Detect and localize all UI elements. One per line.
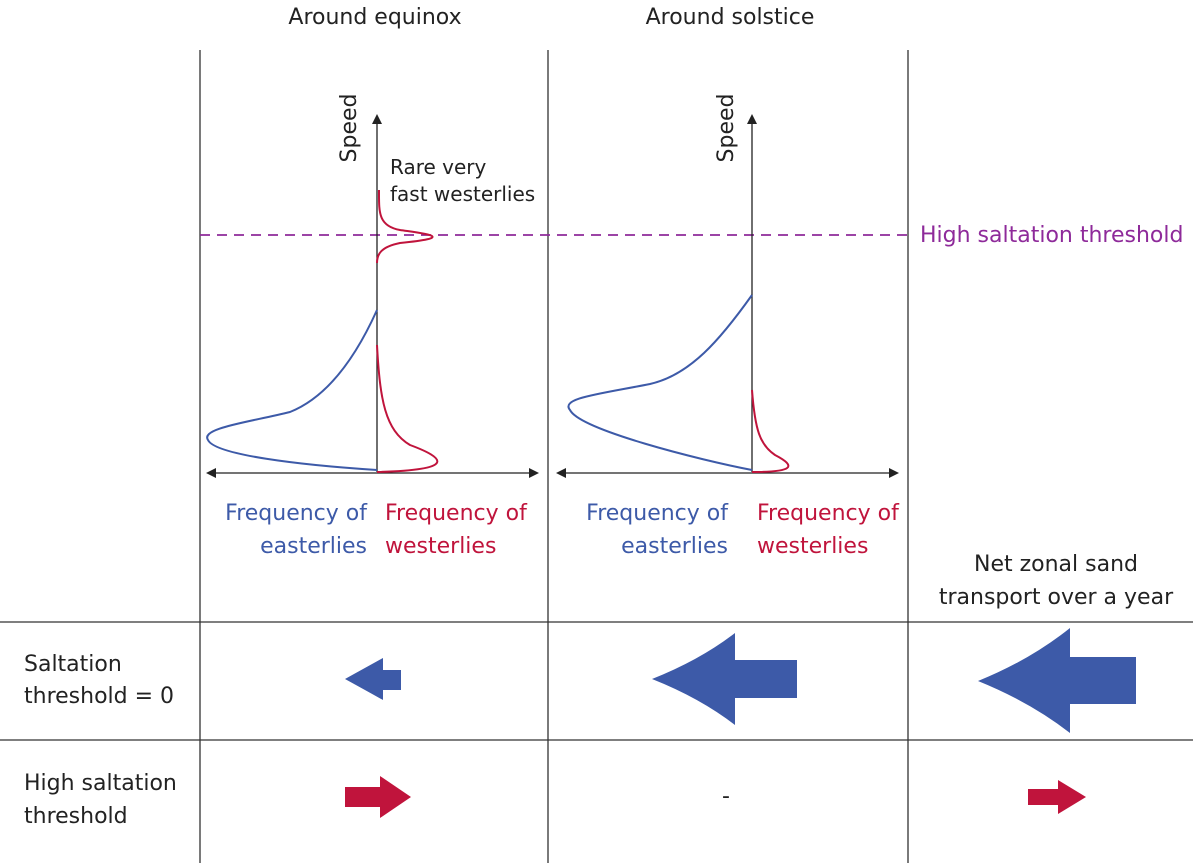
column-title: Around equinox <box>288 5 461 30</box>
westerlies-curve <box>751 389 790 473</box>
cell-value: - <box>722 784 730 809</box>
westerlies-curve <box>376 189 434 264</box>
westerlies-label: Frequency of <box>757 501 900 526</box>
annotation: fast westerlies <box>390 182 535 206</box>
easterlies-label: Frequency of <box>586 501 729 526</box>
westerlies-curve <box>376 344 439 473</box>
axis-label: Speed <box>714 94 739 163</box>
easterlies-curve <box>206 309 378 471</box>
column-title: transport over a year <box>939 585 1174 610</box>
easterlies-label: easterlies <box>621 534 728 559</box>
transport-arrow <box>652 633 797 725</box>
row-label: threshold <box>24 804 128 829</box>
westerlies-label: Frequency of <box>385 501 528 526</box>
row-label: threshold = 0 <box>24 684 174 709</box>
row-label: High saltation <box>24 771 177 796</box>
column-title: Net zonal sand <box>974 552 1138 577</box>
westerlies-label: westerlies <box>757 534 868 559</box>
transport-arrow <box>345 658 401 700</box>
row-label: Saltation <box>24 652 122 677</box>
transport-arrow <box>978 628 1136 733</box>
column-title: Around solstice <box>646 5 815 30</box>
easterlies-label: Frequency of <box>225 501 368 526</box>
transport-arrow <box>345 776 411 818</box>
annotation: Rare very <box>390 155 487 179</box>
easterlies-label: easterlies <box>260 534 367 559</box>
westerlies-label: westerlies <box>385 534 496 559</box>
axis-label: Speed <box>337 94 362 163</box>
transport-arrow <box>1028 780 1086 814</box>
threshold-label: High saltation threshold <box>920 223 1183 248</box>
easterlies-curve <box>567 294 753 471</box>
